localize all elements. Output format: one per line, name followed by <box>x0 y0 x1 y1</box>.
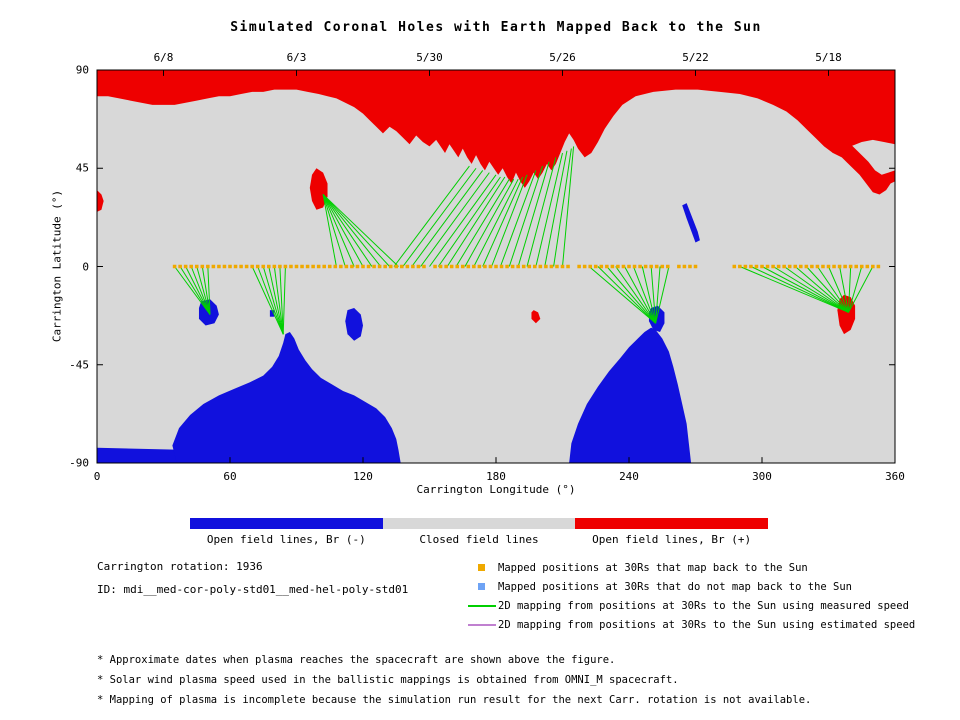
x-tick-label: 300 <box>752 470 772 483</box>
x-tick-label: 120 <box>353 470 373 483</box>
y-tick-label: 90 <box>75 63 89 77</box>
mapped-position-dots <box>172 264 881 269</box>
mapping-lines-measured <box>175 146 873 334</box>
date-label: 5/26 <box>549 51 576 64</box>
legend-bar-segment <box>190 518 383 529</box>
legend-item-label: 2D mapping from positions at 30Rs to the… <box>498 600 909 612</box>
legend-marker-square <box>478 583 485 590</box>
date-label: 5/22 <box>682 51 709 64</box>
legend-item-label: 2D mapping from positions at 30Rs to the… <box>498 619 916 631</box>
x-tick-label: 360 <box>885 470 905 483</box>
legend-marker-line <box>468 605 496 607</box>
footnote: * Solar wind plasma speed used in the ba… <box>97 674 679 686</box>
legend-bar-label: Open field lines, Br (-) <box>206 533 366 546</box>
x-tick-label: 60 <box>223 470 237 483</box>
legend-bar-segment <box>575 518 768 529</box>
coronal-map-svg <box>97 70 895 463</box>
y-tick-label: -45 <box>69 358 89 372</box>
x-tick-label: 0 <box>93 470 101 483</box>
legend-bar-label: Open field lines, Br (+) <box>592 533 752 546</box>
date-label: 5/30 <box>416 51 443 64</box>
run-id-text: ID: mdi__med-cor-poly-std01__med-hel-pol… <box>97 583 409 596</box>
y-tick-label: -90 <box>69 456 89 470</box>
legend-marker-line <box>468 624 496 626</box>
x-tick-label: 180 <box>486 470 506 483</box>
legend-bar-segment <box>382 518 576 529</box>
figure-title: Simulated Coronal Holes with Earth Mappe… <box>230 20 762 35</box>
date-label: 6/8 <box>153 51 174 64</box>
legend-bar-label: Closed field lines <box>419 533 539 546</box>
footnote: * Mapping of plasma is incomplete becaus… <box>97 694 812 706</box>
legend-marker-square <box>478 564 485 571</box>
legend-item-label: Mapped positions at 30Rs that map back t… <box>498 562 808 574</box>
footnote: * Approximate dates when plasma reaches … <box>97 654 616 666</box>
y-tick-label: 45 <box>75 161 89 175</box>
open-field-negative-regions <box>97 203 700 463</box>
x-tick-label: 240 <box>619 470 639 483</box>
plot-frame <box>97 70 895 463</box>
open-field-positive-regions <box>97 70 895 335</box>
legend-item-label: Mapped positions at 30Rs that do not map… <box>498 581 853 593</box>
x-axis-label: Carrington Longitude (°) <box>416 483 576 496</box>
carrington-rotation-text: Carrington rotation: 1936 <box>97 560 263 573</box>
date-label: 6/3 <box>286 51 307 64</box>
y-tick-label: 0 <box>82 260 89 273</box>
date-label: 5/18 <box>815 51 842 64</box>
